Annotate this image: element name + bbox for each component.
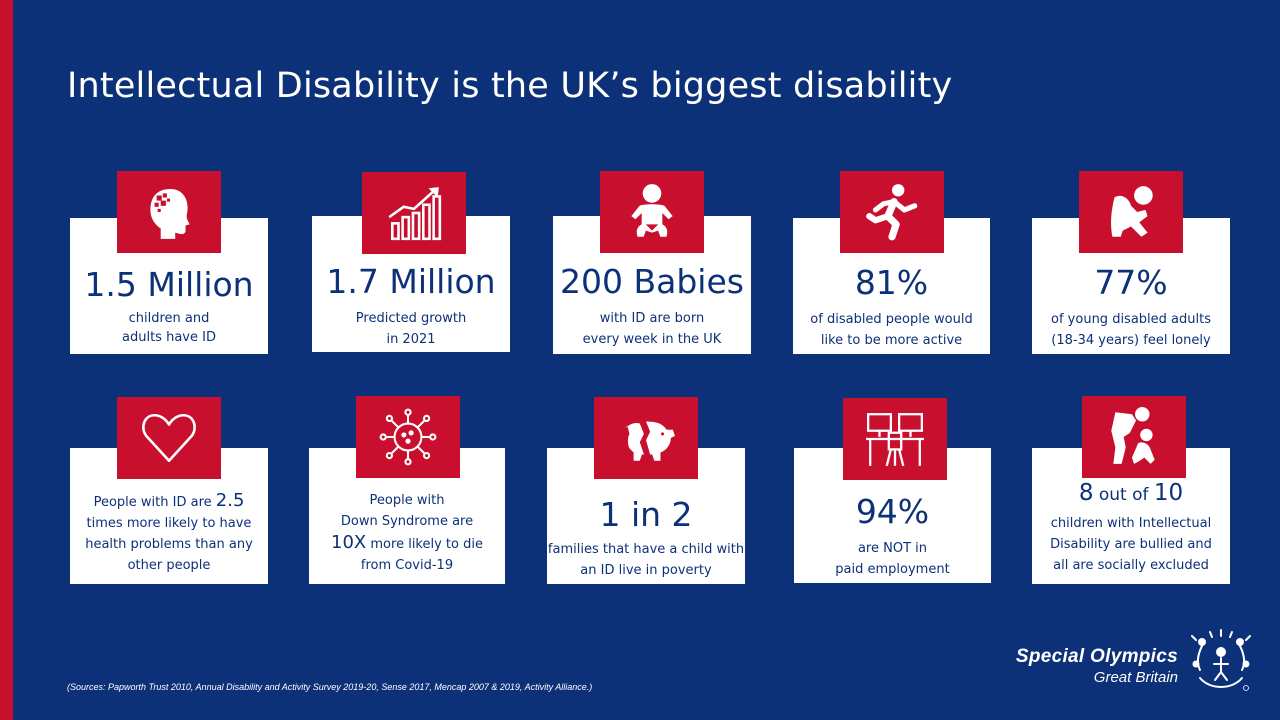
stat-value: 200 Babies	[560, 262, 744, 301]
broken-piggy-bank-icon	[594, 397, 698, 479]
stat-desc-line3: health problems than any	[85, 537, 253, 552]
stat-value: 1.7 Million	[326, 262, 496, 301]
stat-desc-line2: adults have ID	[122, 330, 216, 345]
stat-value: 2.5	[215, 490, 245, 511]
stat-text: People with ID are	[93, 495, 216, 510]
stat-desc-line2: paid employment	[835, 562, 950, 577]
empty-desk-icon	[843, 398, 947, 480]
stat-value: 94%	[855, 492, 930, 531]
stat-desc-line1: are NOT in	[857, 541, 928, 556]
stat-card-poverty: 1 in 2 families that have a child with a…	[547, 448, 745, 584]
page-title: Intellectual Disability is the UK’s bigg…	[67, 66, 953, 106]
stat-desc-line2: like to be more active	[820, 333, 963, 348]
stat-desc-line1: of young disabled adults	[1051, 312, 1211, 327]
special-olympics-logo-text: Special Olympics Great Britain	[1016, 646, 1178, 686]
stat-desc-line1: with ID are born	[599, 311, 705, 326]
stat-desc-line2: (18-34 years) feel lonely	[1051, 333, 1211, 348]
stat-text: out of	[1093, 485, 1154, 505]
stat-desc-line4: other people	[127, 558, 211, 573]
stat-value: 10X	[331, 532, 367, 553]
stat-card-babies: 200 Babies with ID are born every week i…	[553, 216, 751, 354]
stat-value: 81%	[854, 263, 929, 302]
running-person-icon	[840, 171, 944, 253]
stat-card-lonely: 77% of young disabled adults (18-34 year…	[1032, 218, 1230, 354]
stat-value: 1.5 Million	[84, 265, 254, 304]
stat-desc-line2: times more likely to have	[86, 516, 252, 531]
special-olympics-emblem-icon	[1191, 629, 1251, 691]
stat-desc-line2: an ID live in poverty	[580, 563, 712, 578]
baby-icon	[600, 171, 704, 253]
stat-desc-line2: every week in the UK	[582, 332, 722, 347]
stat-desc-line1: of disabled people would	[810, 312, 973, 327]
stat-desc-line3: 10X more likely to die	[331, 532, 483, 555]
logo-sub-text: Great Britain	[1093, 669, 1178, 686]
stat-value: 1 in 2	[599, 495, 693, 534]
stat-desc-line1: People with ID are 2.5	[94, 490, 245, 513]
stat-desc-line1: families that have a child with	[547, 542, 745, 557]
stat-desc-line1: People with	[369, 493, 445, 508]
stat-text: more likely to die	[366, 537, 483, 552]
head-puzzle-icon	[117, 171, 221, 253]
sources-note: (Sources: Papworth Trust 2010, Annual Di…	[67, 682, 593, 692]
heart-icon	[117, 397, 221, 479]
stat-value: 8 out of 10	[1079, 482, 1183, 505]
stat-number: 8	[1078, 480, 1094, 506]
stat-desc-line3: all are socially excluded	[1053, 558, 1209, 573]
virus-icon	[356, 396, 460, 478]
stat-desc-line2: Down Syndrome are	[340, 514, 474, 529]
stat-desc-line2: Disability are bullied and	[1050, 537, 1212, 552]
stat-number: 10	[1153, 480, 1184, 506]
stat-desc-line1: children with Intellectual	[1050, 516, 1212, 531]
stat-desc-line2: in 2021	[386, 332, 436, 347]
logo-main-text: Special Olympics	[1015, 646, 1178, 667]
stat-card-employment: 94% are NOT in paid employment	[794, 448, 991, 583]
left-accent-bar	[0, 0, 13, 720]
stat-value: 77%	[1094, 263, 1168, 302]
sitting-person-icon	[1079, 171, 1183, 253]
stat-desc-line1: children and	[128, 311, 210, 326]
bullying-icon	[1082, 396, 1186, 478]
stat-card-predicted-growth: 1.7 Million Predicted growth in 2021	[312, 216, 510, 352]
growth-chart-icon	[362, 172, 466, 254]
stat-desc-line1: Predicted growth	[355, 311, 467, 326]
stat-desc-line4: from Covid-19	[360, 558, 454, 573]
